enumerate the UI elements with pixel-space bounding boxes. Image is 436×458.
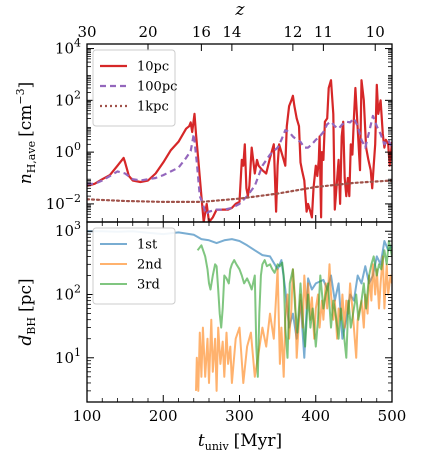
time-x-tick-label: 400 <box>301 407 330 425</box>
density-series-10pc-line <box>87 79 392 222</box>
density-y-label-unit-close: ] <box>16 82 36 89</box>
tick-exponent: 2 <box>74 283 81 296</box>
tick-base: 10 <box>46 195 65 213</box>
distance-y-label-unit: [pc] <box>16 278 36 312</box>
tick-base: 10 <box>55 143 74 161</box>
density-y-tick-label: 100 <box>55 140 81 161</box>
tick-exponent: −2 <box>65 192 81 205</box>
distance-plot-frame <box>86 221 393 403</box>
tick-exponent: 2 <box>74 88 81 101</box>
redshift-tick-label: 11 <box>314 23 333 41</box>
distance-legend: 1st 2nd 3rd <box>92 227 176 305</box>
time-x-tick-label: 200 <box>149 407 178 425</box>
density-y-label-unit-exponent: −3 <box>14 88 27 104</box>
redshift-tick-label: 20 <box>138 23 157 41</box>
redshift-tick-label: 30 <box>77 23 96 41</box>
distance-y-tick-label: 103 <box>55 219 81 240</box>
time-x-tick-label: 100 <box>73 407 102 425</box>
redshift-tick-label: 14 <box>222 23 241 41</box>
density-legend-label-1kpc: 1kpc <box>137 100 169 115</box>
tick-exponent: 4 <box>74 37 81 50</box>
distance-series-2nd-line <box>195 255 392 392</box>
time-x-tick-label: 500 <box>378 407 407 425</box>
time-x-label-symbol: t <box>198 431 205 451</box>
tick-base: 10 <box>55 286 74 304</box>
density-series-100pc-line <box>87 114 392 216</box>
distance-y-label-subscript: BH <box>25 317 38 335</box>
distance-y-label-symbol: d <box>16 335 36 346</box>
density-y-label-symbol: n <box>16 173 36 184</box>
density-legend-label-100pc: 100pc <box>137 80 177 95</box>
time-x-label-subscript: univ <box>205 440 230 453</box>
distance-legend-label-2nd: 2nd <box>137 258 162 273</box>
density-y-axis-label: nH,ave [cm−3] <box>14 82 38 184</box>
time-x-label-unit: [Myr] <box>234 431 282 451</box>
time-x-axis-label: tuniv [Myr] <box>198 431 282 453</box>
tick-base: 10 <box>55 349 74 367</box>
density-legend: 10pc 100pc 1kpc <box>92 49 177 127</box>
tick-base: 10 <box>55 40 74 58</box>
density-series-1kpc-line <box>87 179 392 203</box>
distance-y-axis-label: dBH [pc] <box>16 278 38 345</box>
redshift-tick-label: 16 <box>192 23 211 41</box>
density-y-label-unit: [cm <box>16 105 36 137</box>
distance-legend-label-3rd: 3rd <box>137 278 160 293</box>
distance-y-tick-label: 101 <box>55 346 81 367</box>
redshift-tick-label: 12 <box>283 23 302 41</box>
time-x-tick-label: 300 <box>225 407 254 425</box>
tick-base: 10 <box>55 222 74 240</box>
redshift-axis-label: z <box>235 0 246 20</box>
density-y-tick-label: 102 <box>55 88 81 109</box>
density-legend-box <box>92 49 176 127</box>
distance-y-tick-label: 102 <box>55 283 81 304</box>
tick-exponent: 0 <box>74 140 81 153</box>
density-legend-label-10pc: 10pc <box>137 60 169 75</box>
density-y-tick-label: 10−2 <box>46 192 81 213</box>
tick-base: 10 <box>55 91 74 109</box>
density-y-label-subscript: H,ave <box>25 141 38 173</box>
density-series-lines <box>87 79 392 222</box>
distance-legend-label-1st: 1st <box>137 238 158 253</box>
distance-series-3rd-line <box>196 240 392 378</box>
distance-legend-box <box>92 227 176 305</box>
distance-series-lines <box>87 230 392 392</box>
tick-exponent: 3 <box>74 219 81 232</box>
density-y-tick-label: 104 <box>55 37 81 58</box>
tick-exponent: 1 <box>74 346 81 359</box>
redshift-tick-label: 10 <box>366 23 385 41</box>
